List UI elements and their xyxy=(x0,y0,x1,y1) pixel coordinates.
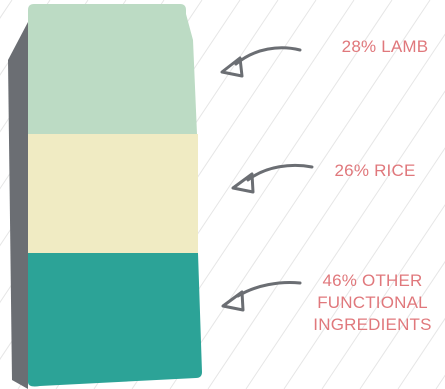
background-line xyxy=(169,0,431,389)
label-other-line-1: 46% OTHER xyxy=(322,271,423,290)
label-other-line-2: FUNCTIONAL xyxy=(317,293,428,312)
segment-rice xyxy=(28,134,198,253)
background-line xyxy=(245,90,445,389)
segment-lamb xyxy=(28,4,197,134)
label-other: 46% OTHER FUNCTIONAL INGREDIENTS xyxy=(300,270,445,336)
label-other-line-3: INGREDIENTS xyxy=(313,315,432,334)
bag-side-panel xyxy=(8,22,28,389)
background-line xyxy=(359,260,445,389)
segment-other xyxy=(28,253,202,387)
background-line xyxy=(207,33,445,389)
background-line xyxy=(321,204,445,389)
background-line xyxy=(0,0,51,76)
background-line xyxy=(283,147,445,389)
label-lamb: 28% LAMB xyxy=(341,37,429,56)
label-rice: 26% RICE xyxy=(334,161,416,180)
background-line xyxy=(397,317,445,389)
